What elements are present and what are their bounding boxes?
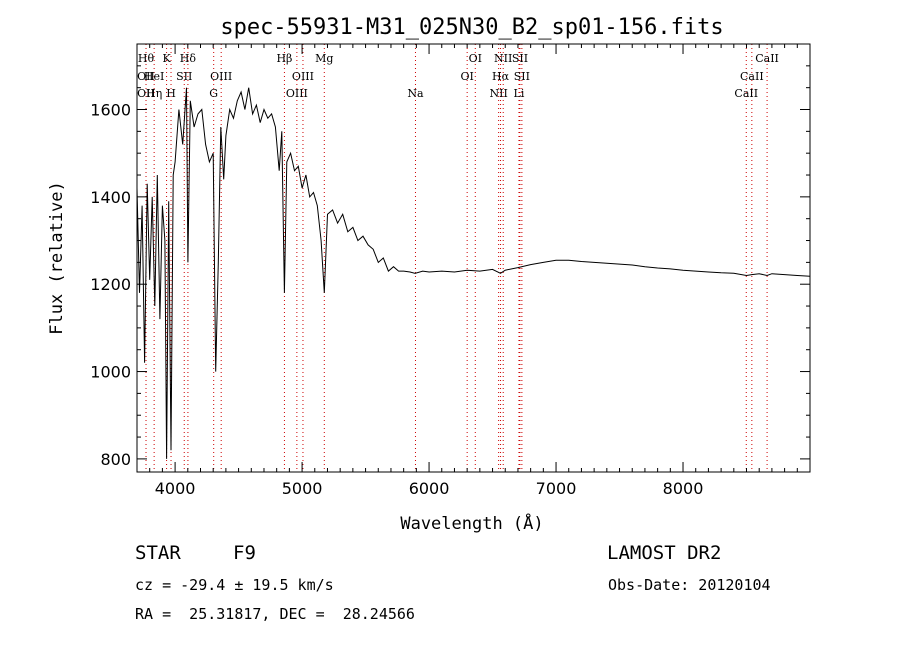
y-tick-label: 1200 [90, 275, 131, 294]
coordinates: RA = 25.31817, DEC = 28.24566 [135, 605, 415, 623]
object-subclass: F9 [233, 542, 256, 564]
spectral-line-labels: HθOIIOIIHeIHηKHSIIHδGOIIIHβOIIIOIIIMgNaO… [137, 52, 779, 100]
y-axis: 800 1000 1200 1400 1600 [90, 65, 810, 469]
y-tick-label: 1000 [90, 363, 131, 382]
marker-label: Hα [492, 70, 510, 83]
spectral-line-markers [145, 44, 768, 472]
marker-label: Mg [315, 52, 333, 65]
y-tick-label: 1400 [90, 188, 131, 207]
marker-label: K [162, 52, 171, 65]
marker-label: OI [469, 52, 482, 65]
marker-label: NII [494, 52, 512, 65]
x-tick-label: 8000 [663, 479, 704, 498]
marker-label: Li [514, 87, 525, 100]
marker-label: SII [176, 70, 192, 83]
plot-frame [136, 43, 811, 473]
marker-label: OI [460, 70, 473, 83]
chart-title: spec-55931-M31_025N30_B2_sp01-156.fits [220, 15, 723, 40]
marker-label: SII [512, 52, 528, 65]
x-axis-label: Wavelength (Å) [400, 512, 543, 534]
marker-label: Na [407, 87, 424, 100]
marker-label: G [209, 87, 218, 100]
marker-label: CaII [740, 70, 764, 83]
x-tick-label: 6000 [409, 479, 450, 498]
marker-label: OII [137, 70, 155, 83]
marker-label: CaII [734, 87, 758, 100]
marker-label: NII [489, 87, 507, 100]
marker-label: OIII [292, 70, 314, 83]
marker-label: OIII [210, 70, 232, 83]
marker-label: Hη [146, 87, 162, 100]
observation-date: Obs-Date: 20120104 [608, 576, 771, 594]
marker-label: Hδ [180, 52, 197, 65]
marker-label: OIII [286, 87, 308, 100]
redshift-velocity: cz = -29.4 ± 19.5 km/s [135, 576, 334, 594]
marker-label: SII [514, 70, 530, 83]
marker-label: CaII [755, 52, 779, 65]
marker-label: H [166, 87, 176, 100]
marker-label: OII [137, 87, 155, 100]
y-tick-label: 800 [100, 450, 131, 469]
spectrum-line [136, 87, 811, 459]
marker-label: Hβ [276, 52, 292, 65]
survey-name: LAMOST DR2 [607, 542, 722, 564]
object-class: STAR [135, 542, 181, 564]
x-axis: 4000 5000 6000 7000 8000 [149, 44, 798, 498]
x-tick-label: 7000 [536, 479, 577, 498]
marker-label: Hθ [138, 52, 155, 65]
x-tick-label: 5000 [282, 479, 323, 498]
marker-label: HeI [144, 70, 164, 83]
y-axis-label: Flux (relative) [47, 181, 67, 335]
x-tick-label: 4000 [155, 479, 196, 498]
y-tick-label: 1600 [90, 101, 131, 120]
